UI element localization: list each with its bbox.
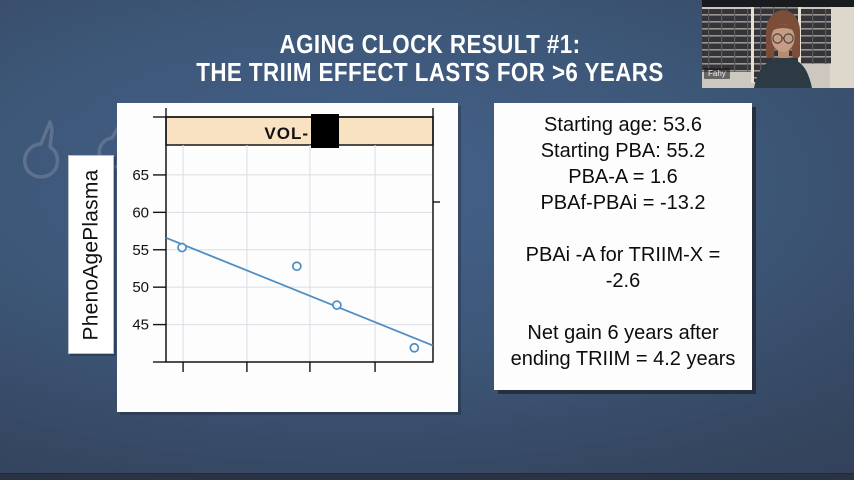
y-tick-label: 60 <box>132 204 149 221</box>
y-tick-label: 45 <box>132 317 149 334</box>
data-point <box>332 300 342 310</box>
webcam-right-wall <box>830 0 854 88</box>
y-tick-label: 65 <box>132 167 149 184</box>
bottom-edge-strip <box>0 473 854 480</box>
stats-line: PBAi -A for TRIIM-X = <box>525 244 721 266</box>
stats-line: -2.6 <box>605 270 641 292</box>
chart-panel: 45 50 55 60 65 VOL- <box>117 103 458 412</box>
webcam-tile[interactable]: Fahy <box>702 0 854 88</box>
strip-label-redaction-box <box>311 114 339 148</box>
stats-panel: Starting age: 53.6 Starting PBA: 55.2 PBA-… <box>494 103 752 390</box>
data-point <box>291 261 302 272</box>
webcam-top-bar <box>702 0 854 7</box>
y-axis-label-box: PhenoAgePlasma <box>68 155 114 354</box>
data-point <box>177 242 187 253</box>
glasses-icon <box>772 33 794 44</box>
stats-line: PBAf-PBAi = -13.2 <box>540 192 706 214</box>
slide-title-line1: AGING CLOCK RESULT #1: <box>279 29 581 59</box>
y-tick-label: 50 <box>132 279 149 296</box>
slide-title: AGING CLOCK RESULT #1: THE TRIIM EFFECT … <box>95 30 766 86</box>
participant-name-tag: Fahy <box>704 68 730 79</box>
data-point <box>409 342 420 353</box>
aging-clock-scatter-chart: 45 50 55 60 65 VOL- <box>132 108 440 372</box>
stats-line: Starting PBA: 55.2 <box>540 140 706 162</box>
stats-line: Starting age: 53.6 <box>544 114 702 136</box>
stats-line: Net gain 6 years after <box>527 322 719 344</box>
y-axis-label: PhenoAgePlasma <box>79 169 103 340</box>
strip-label: VOL- <box>264 124 309 143</box>
stats-line: ending TRIIM = 4.2 years <box>510 348 736 370</box>
doodle-loop-left <box>22 120 60 179</box>
participant-name: Fahy <box>708 69 726 78</box>
speaker-avatar <box>754 10 812 88</box>
y-tick-label: 55 <box>132 242 149 259</box>
slide-title-line2: THE TRIIM EFFECT LASTS FOR >6 YEARS <box>196 57 664 87</box>
stats-line: PBA-A = 1.6 <box>568 166 678 188</box>
plot-frame <box>165 116 434 363</box>
stats-line <box>494 294 752 320</box>
stats-line <box>494 216 752 242</box>
trend-line <box>165 236 434 347</box>
